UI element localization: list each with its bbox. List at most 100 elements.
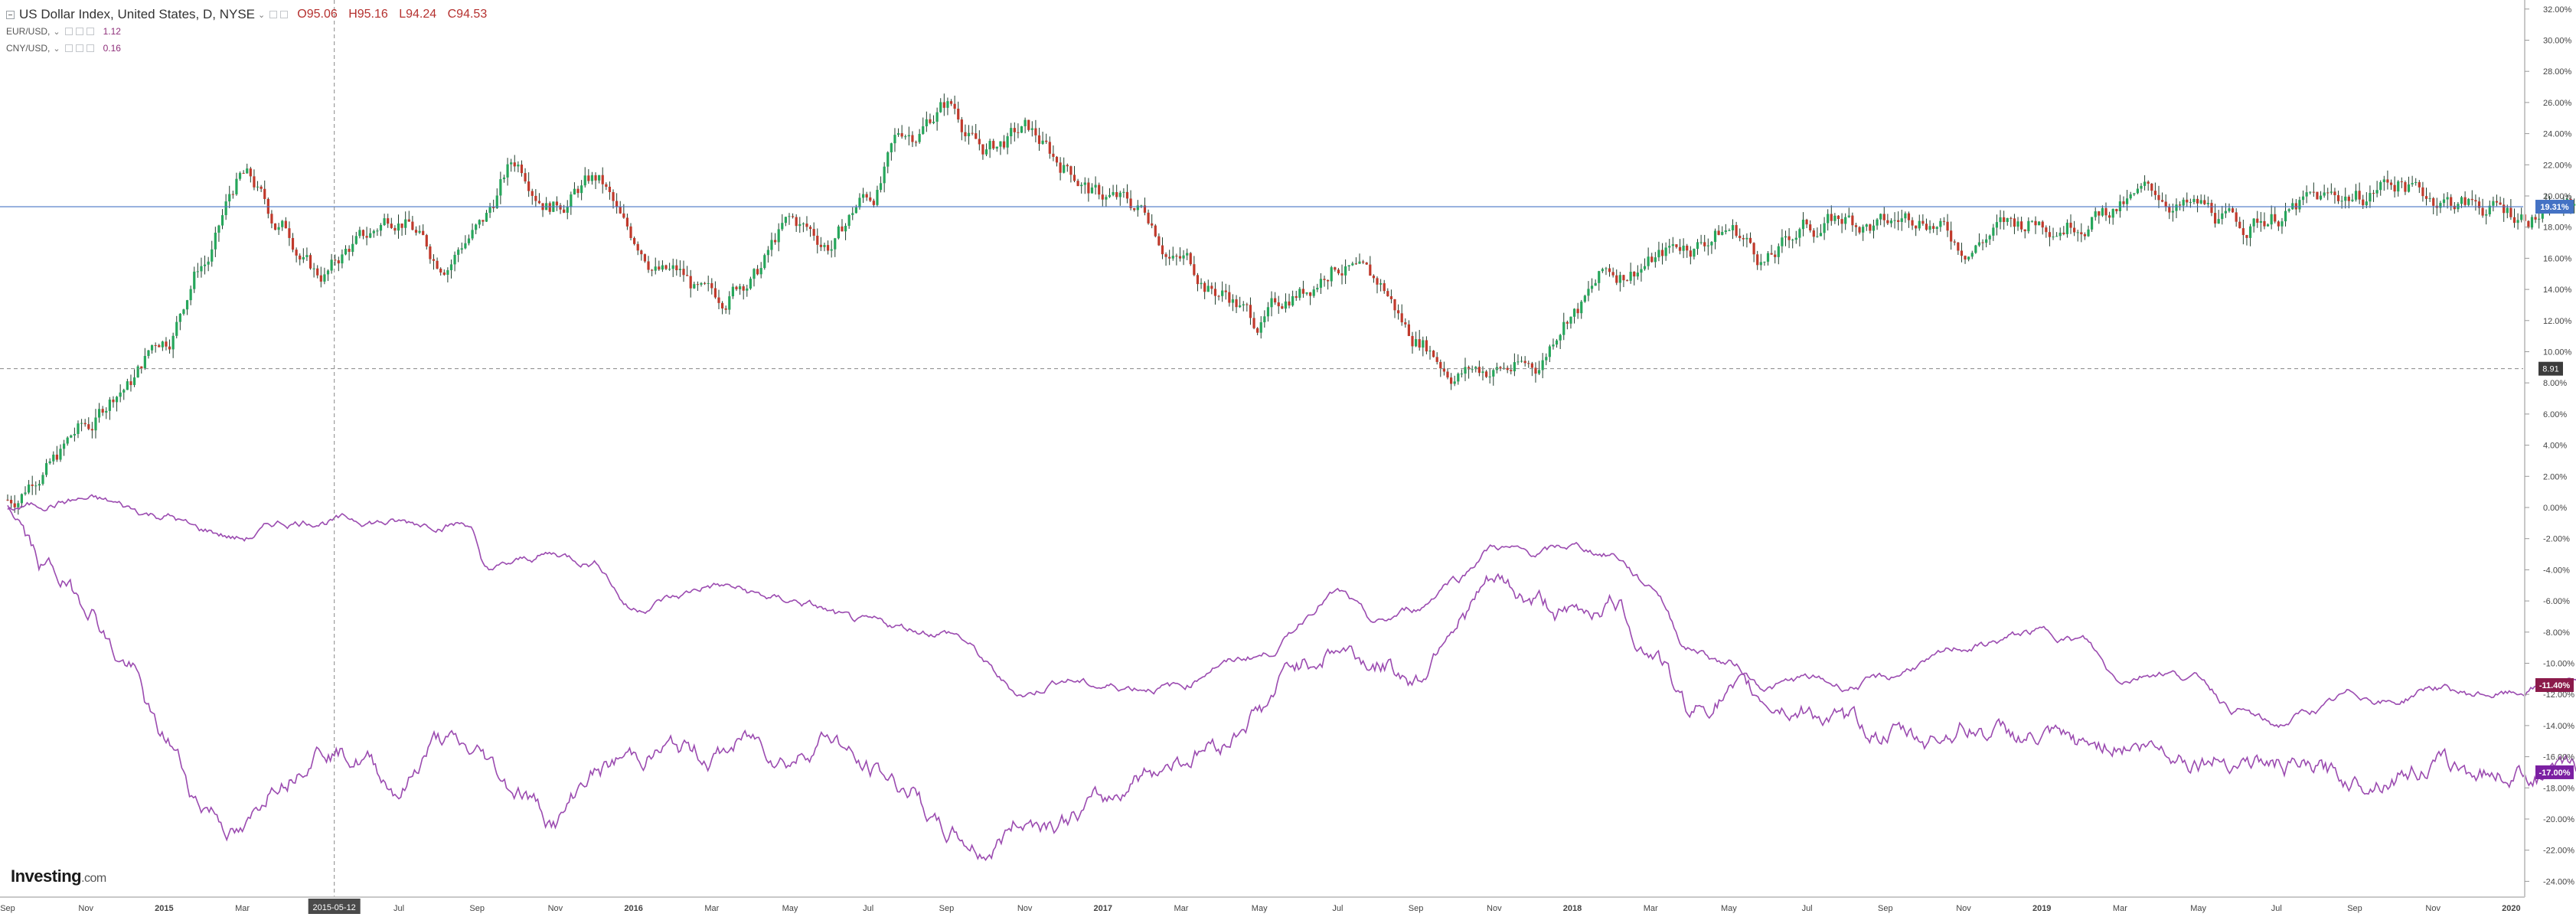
candle-body (418, 230, 421, 233)
candle-body (890, 143, 893, 153)
candle-body (861, 194, 865, 198)
x-tick-label: Sep (1409, 904, 1424, 913)
chevron-down-icon[interactable]: ⌄ (258, 10, 266, 20)
candle-body (196, 271, 199, 272)
candle-body (193, 271, 196, 289)
candle-body (277, 227, 280, 230)
candle-body (851, 213, 854, 215)
candle-body (1608, 268, 1611, 272)
candle-body (256, 186, 260, 188)
candle-body (2143, 181, 2147, 186)
candle-body (348, 249, 351, 253)
candle-body (457, 250, 460, 255)
candle-body (2171, 210, 2174, 213)
candle-body (2030, 220, 2034, 222)
candle-body (1252, 318, 1255, 328)
candle-body (1425, 340, 1428, 352)
candle-body (2016, 221, 2019, 227)
candle-body (1383, 283, 1386, 292)
candle-body (1404, 322, 1407, 325)
candle-body (1699, 242, 1703, 243)
candle-body (1657, 250, 1660, 258)
chevron-down-icon[interactable]: ⌄ (53, 27, 60, 37)
candle-body (1992, 227, 1995, 236)
y-tick-label: 12.00% (2543, 317, 2572, 326)
candle-body (1812, 230, 1815, 237)
settings-box-icon[interactable] (269, 11, 278, 18)
legend-eurusd-row: EUR/USD, ⌄ 1.12 (6, 23, 495, 40)
chevron-down-icon[interactable]: ⌄ (53, 44, 60, 54)
candle-body (1154, 225, 1157, 237)
collapse-legend-icon[interactable] (6, 10, 15, 19)
remove-box-icon[interactable] (86, 44, 94, 52)
candle-body (2330, 191, 2333, 193)
candle-body (1759, 262, 1762, 266)
legend-eurusd-title: EUR/USD, (6, 26, 51, 37)
candle-body (1675, 244, 1678, 247)
candle-body (971, 132, 974, 134)
y-tick-label: 4.00% (2543, 442, 2567, 451)
candle-body (1235, 299, 1238, 308)
candle-body (704, 282, 707, 284)
x-tick-label: Mar (704, 904, 719, 913)
y-tick-label: 10.00% (2543, 348, 2572, 357)
candle-body (1717, 230, 1720, 235)
candle-body (1369, 264, 1372, 276)
candle-body (570, 194, 573, 207)
candle-body (1112, 191, 1115, 195)
candle-body (1024, 119, 1027, 126)
candle-body (1309, 292, 1312, 296)
candle-body (2382, 179, 2385, 182)
candle-body (946, 101, 949, 108)
candle-body (1696, 242, 1699, 250)
candle-body (1259, 322, 1262, 333)
candle-body (2424, 196, 2428, 199)
candle-body (115, 396, 119, 403)
candle-body (1453, 381, 1456, 384)
candle-body (1798, 229, 1801, 238)
hide-box-icon[interactable] (75, 44, 83, 52)
candle-body (52, 454, 55, 462)
settings-box-icon[interactable] (64, 28, 73, 35)
candle-body (1784, 236, 1788, 238)
candle-body (1312, 289, 1315, 296)
candle-body (2301, 196, 2305, 201)
settings-box-icon[interactable] (64, 44, 73, 52)
candle-body (2347, 196, 2350, 201)
candle-body (922, 126, 925, 134)
candle-body (2270, 214, 2273, 225)
y-tick-label: -22.00% (2543, 847, 2574, 856)
candle-body (302, 256, 305, 259)
candle-body (2104, 207, 2107, 216)
candle-body (231, 194, 234, 195)
candle-body (1080, 184, 1083, 187)
candle-body (1660, 250, 1664, 256)
candle-body (1598, 271, 1601, 283)
hide-box-icon[interactable] (280, 11, 289, 18)
candle-body (2414, 181, 2418, 184)
remove-box-icon[interactable] (86, 28, 94, 35)
ohlc-low: L94.24 (399, 8, 437, 21)
candle-body (101, 409, 104, 413)
candle-body (2351, 199, 2354, 201)
candle-body (2481, 207, 2484, 216)
candle-body (756, 269, 759, 275)
candle-body (1643, 266, 1647, 269)
candle-body (189, 289, 192, 301)
candle-body (1601, 269, 1604, 272)
candle-body (305, 255, 309, 257)
candle-body (893, 135, 896, 144)
candle-body (939, 102, 942, 113)
candle-body (942, 102, 945, 108)
candle-body (1770, 253, 1773, 255)
candle-body (2076, 232, 2079, 233)
y-tick-label: 32.00% (2543, 5, 2572, 15)
candle-body (2241, 228, 2245, 236)
candle-body (464, 243, 467, 249)
candle-body (214, 232, 217, 250)
candle-body (738, 286, 742, 289)
candle-body (1295, 295, 1298, 299)
hide-box-icon[interactable] (75, 28, 83, 35)
candle-body (1263, 316, 1266, 323)
